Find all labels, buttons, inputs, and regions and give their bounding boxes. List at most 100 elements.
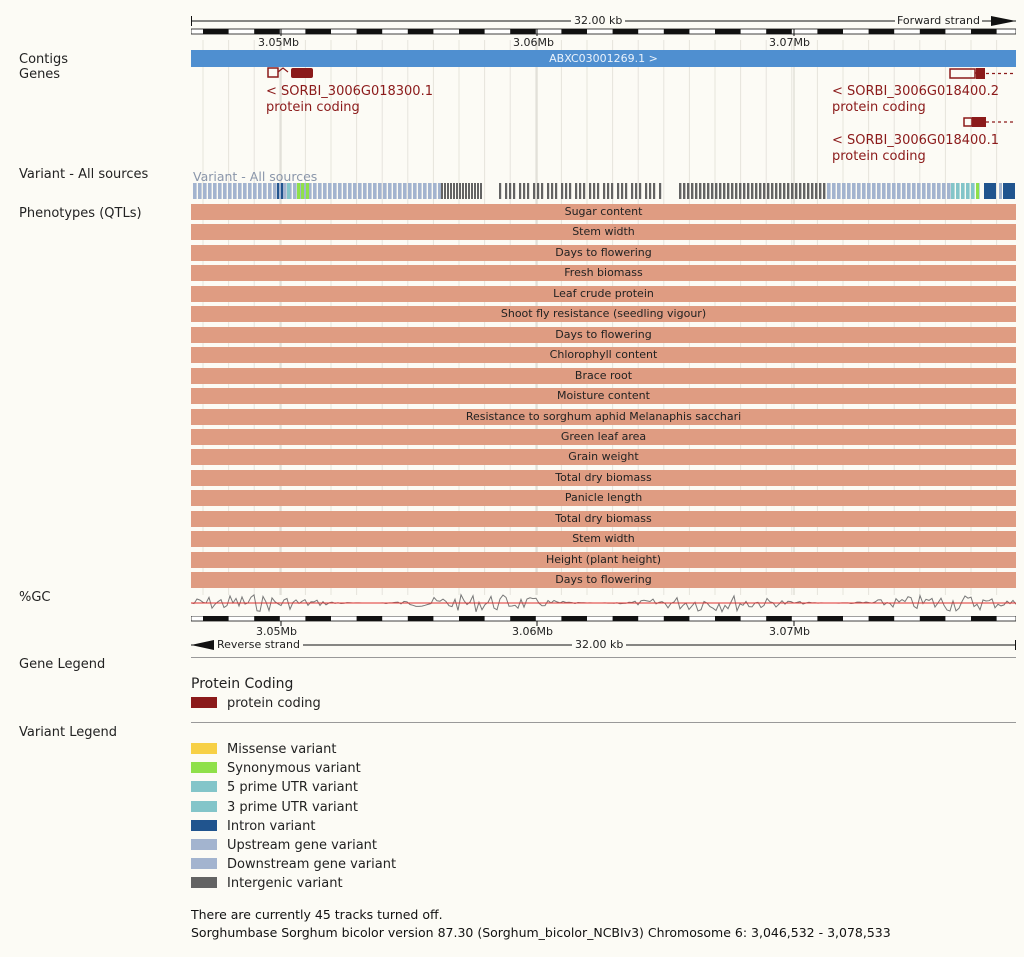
variant-mark[interactable] [551,183,554,199]
variant-mark[interactable] [547,183,550,199]
variant-mark[interactable] [823,183,826,199]
variant-mark[interactable] [403,183,407,199]
variant-mark[interactable] [787,183,790,199]
variant-mark[interactable] [353,183,357,199]
variant-mark[interactable] [243,183,247,199]
variant-mark[interactable] [631,183,634,199]
variant-mark[interactable] [555,183,558,199]
variant-mark[interactable] [561,183,564,199]
variant-mark[interactable] [453,183,455,199]
variant-mark[interactable] [579,183,582,199]
variant-mark[interactable] [842,183,846,199]
variant-mark[interactable] [281,183,283,199]
variant-mark[interactable] [645,183,648,199]
variant-mark[interactable] [976,183,979,199]
variant-mark[interactable] [617,183,620,199]
variant-mark[interactable] [837,183,841,199]
variant-mark[interactable] [727,183,730,199]
variant-mark[interactable] [759,183,762,199]
variant-mark[interactable] [683,183,686,199]
variant-mark[interactable] [253,183,257,199]
variant-mark[interactable] [763,183,766,199]
qtl-bar[interactable]: Height (plant height) [191,551,1016,568]
variant-mark[interactable] [912,183,916,199]
variant-mark[interactable] [258,183,262,199]
variant-mark[interactable] [927,183,931,199]
variant-mark[interactable] [691,183,694,199]
variant-mark[interactable] [368,183,372,199]
variant-mark[interactable] [603,183,606,199]
gene-glyph-sorbi-3006g018400-1[interactable] [962,116,1016,130]
variant-mark[interactable] [649,183,652,199]
variant-mark[interactable] [947,183,951,199]
variant-mark[interactable] [233,183,237,199]
variant-mark[interactable] [932,183,936,199]
variant-mark[interactable] [428,183,432,199]
variant-mark[interactable] [318,183,322,199]
variant-mark[interactable] [625,183,628,199]
variant-mark[interactable] [653,183,656,199]
variant-mark[interactable] [743,183,746,199]
variant-mark[interactable] [857,183,861,199]
variant-mark[interactable] [621,183,624,199]
variant-mark[interactable] [847,183,851,199]
contig-bar[interactable]: ABXC03001269.1 > [191,50,1016,67]
qtl-bar[interactable]: Green leaf area [191,428,1016,445]
variant-mark[interactable] [751,183,754,199]
qtl-bar[interactable]: Days to flowering [191,244,1016,261]
variant-mark[interactable] [287,183,290,199]
variant-mark[interactable] [767,183,770,199]
variant-mark[interactable] [459,183,461,199]
variant-mark[interactable] [699,183,702,199]
variant-mark[interactable] [505,183,508,199]
variant-mark[interactable] [819,183,822,199]
variant-mark[interactable] [1003,183,1015,199]
variant-mark[interactable] [213,183,217,199]
variant-mark[interactable] [892,183,896,199]
variant-mark[interactable] [433,183,437,199]
variant-mark[interactable] [775,183,778,199]
variant-mark[interactable] [228,183,232,199]
variant-mark[interactable] [456,183,458,199]
variant-mark[interactable] [569,183,572,199]
variant-mark[interactable] [447,183,449,199]
variant-mark[interactable] [323,183,327,199]
qtl-bar[interactable]: Leaf crude protein [191,285,1016,302]
variant-mark[interactable] [635,183,638,199]
variant-mark[interactable] [277,183,279,199]
qtl-bar[interactable]: Panicle length [191,490,1016,507]
variant-mark[interactable] [872,183,876,199]
variant-mark[interactable] [795,183,798,199]
qtl-bar[interactable]: Total dry biomass [191,469,1016,486]
qtl-bar[interactable]: Stem width [191,531,1016,548]
variant-mark[interactable] [999,183,1002,199]
variant-mark[interactable] [273,183,277,199]
variant-mark[interactable] [293,183,297,199]
variant-mark[interactable] [468,183,470,199]
variant-mark[interactable] [679,183,682,199]
variant-mark[interactable] [358,183,362,199]
variant-mark[interactable] [937,183,941,199]
variant-mark[interactable] [301,183,304,199]
variant-mark[interactable] [703,183,706,199]
variant-mark[interactable] [474,183,476,199]
qtl-bar[interactable]: Moisture content [191,388,1016,405]
variant-mark[interactable] [441,183,443,199]
variant-mark[interactable] [363,183,367,199]
variant-mark[interactable] [509,183,512,199]
variant-mark[interactable] [373,183,377,199]
variant-mark[interactable] [565,183,568,199]
variant-mark[interactable] [462,183,464,199]
variant-mark[interactable] [593,183,596,199]
qtl-bar[interactable]: Resistance to sorghum aphid Melanaphis s… [191,408,1016,425]
variant-mark[interactable] [193,183,197,199]
variant-mark[interactable] [956,183,960,199]
variant-mark[interactable] [779,183,782,199]
variant-mark[interactable] [537,183,540,199]
variant-mark[interactable] [477,183,479,199]
variant-mark[interactable] [922,183,926,199]
variant-mark[interactable] [731,183,734,199]
variant-mark[interactable] [308,183,312,199]
variant-mark[interactable] [499,183,502,199]
variant-mark[interactable] [687,183,690,199]
